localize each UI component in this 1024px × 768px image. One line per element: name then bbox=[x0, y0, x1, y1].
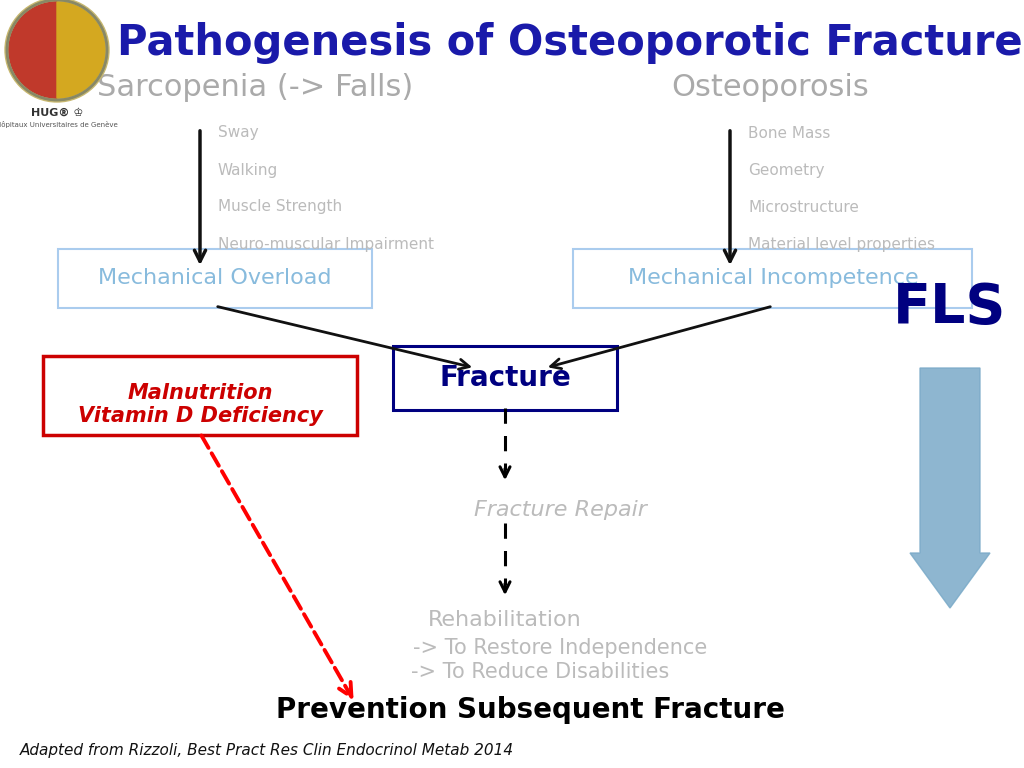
Text: Neuro-muscular Impairment: Neuro-muscular Impairment bbox=[218, 237, 434, 251]
Circle shape bbox=[5, 0, 109, 102]
FancyBboxPatch shape bbox=[393, 346, 617, 410]
Text: Rehabilitation: Rehabilitation bbox=[428, 610, 582, 630]
Text: HUG® ♔: HUG® ♔ bbox=[31, 108, 83, 118]
Text: -> To Reduce Disabilities: -> To Reduce Disabilities bbox=[411, 662, 669, 682]
Wedge shape bbox=[57, 2, 105, 98]
Wedge shape bbox=[9, 2, 57, 98]
Text: Bone Mass: Bone Mass bbox=[748, 125, 830, 141]
FancyArrow shape bbox=[910, 368, 990, 608]
Text: Sway: Sway bbox=[218, 125, 259, 141]
Text: Vitamin D Deficiency: Vitamin D Deficiency bbox=[78, 406, 323, 426]
Text: Muscle Strength: Muscle Strength bbox=[218, 200, 342, 214]
Text: Walking: Walking bbox=[218, 163, 279, 177]
FancyBboxPatch shape bbox=[58, 249, 372, 308]
Text: Fracture Repair: Fracture Repair bbox=[473, 500, 646, 520]
Text: -> To Restore Independence: -> To Restore Independence bbox=[413, 638, 708, 658]
FancyBboxPatch shape bbox=[573, 249, 972, 308]
Text: Adapted from Rizzoli, Best Pract Res Clin Endocrinol Metab 2014: Adapted from Rizzoli, Best Pract Res Cli… bbox=[20, 743, 514, 757]
Text: Osteoporosis: Osteoporosis bbox=[671, 74, 869, 102]
Text: FLS: FLS bbox=[893, 281, 1007, 335]
Text: Hôpitaux Universitaires de Genève: Hôpitaux Universitaires de Genève bbox=[0, 121, 118, 128]
Text: Malnutrition: Malnutrition bbox=[127, 383, 272, 403]
Text: Mechanical Incompetence: Mechanical Incompetence bbox=[628, 268, 919, 288]
Text: Geometry: Geometry bbox=[748, 163, 824, 177]
Text: Sarcopenia (-> Falls): Sarcopenia (-> Falls) bbox=[97, 74, 413, 102]
FancyBboxPatch shape bbox=[43, 356, 357, 435]
Text: Fracture: Fracture bbox=[439, 364, 570, 392]
Text: Microstructure: Microstructure bbox=[748, 200, 859, 214]
Text: Pathogenesis of Osteoporotic Fracture: Pathogenesis of Osteoporotic Fracture bbox=[117, 22, 1023, 64]
Text: Material level properties: Material level properties bbox=[748, 237, 935, 251]
Text: Prevention Subsequent Fracture: Prevention Subsequent Fracture bbox=[275, 696, 784, 724]
Text: Mechanical Overload: Mechanical Overload bbox=[98, 268, 332, 288]
